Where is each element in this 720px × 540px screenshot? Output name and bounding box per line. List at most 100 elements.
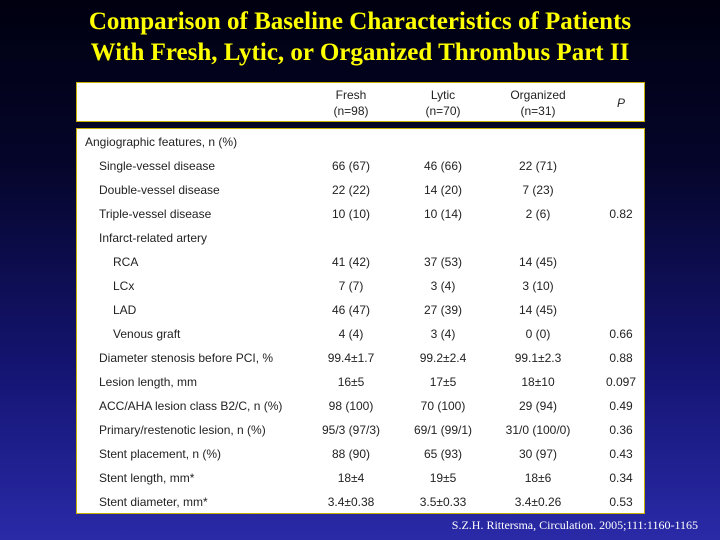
cell-p: 0.097: [605, 375, 637, 389]
column-header-lytic: Lytic (n=70): [407, 87, 479, 119]
cell-lytic: 65 (93): [423, 447, 463, 461]
cell-fresh: 41 (42): [331, 255, 371, 269]
cell-lytic: 3.5±0.33: [419, 495, 467, 509]
column-header-fresh: Fresh (n=98): [315, 87, 387, 119]
table-row: Angiographic features, n (%): [77, 130, 644, 154]
cell-p: 0.53: [609, 495, 633, 509]
cell-fresh: 95/3 (97/3): [321, 423, 381, 437]
title-line-2: With Fresh, Lytic, or Organized Thrombus…: [90, 39, 630, 66]
column-name: Lytic: [430, 88, 456, 102]
row-label: Stent diameter, mm*: [99, 495, 208, 509]
row-label: Single-vessel disease: [99, 159, 216, 173]
cell-fresh: 18±4: [337, 471, 365, 485]
cell-fresh: 88 (90): [331, 447, 371, 461]
column-name: Organized: [510, 88, 566, 102]
table-row: Venous graft 4 (4) 3 (4) 0 (0) 0.66: [77, 322, 644, 346]
row-label: Diameter stenosis before PCI, %: [99, 351, 274, 365]
column-header-organized: Organized (n=31): [497, 87, 579, 119]
row-label: Lesion length, mm: [99, 375, 198, 389]
cell-organized: 2 (6): [525, 207, 551, 221]
row-label: ACC/AHA lesion class B2/C, n (%): [99, 399, 283, 413]
cell-p: 0.82: [609, 207, 633, 221]
row-label: Angiographic features, n (%): [85, 135, 238, 149]
cell-lytic: 69/1 (99/1): [413, 423, 473, 437]
row-label: Infarct-related artery: [99, 231, 208, 245]
cell-fresh: 16±5: [337, 375, 365, 389]
cell-organized: 7 (23): [522, 183, 554, 197]
table-body: Angiographic features, n (%) Single-vess…: [76, 128, 645, 514]
cell-fresh: 7 (7): [338, 279, 364, 293]
row-label: RCA: [113, 255, 139, 269]
cell-lytic: 17±5: [429, 375, 457, 389]
row-label: Double-vessel disease: [99, 183, 220, 197]
cell-organized: 18±10: [521, 375, 555, 389]
cell-organized: 99.1±2.3: [514, 351, 562, 365]
column-count: (n=70): [425, 104, 461, 118]
cell-fresh: 22 (22): [331, 183, 371, 197]
column-header-p: P: [599, 95, 643, 111]
table-row: LAD 46 (47) 27 (39) 14 (45): [77, 298, 644, 322]
cell-fresh: 4 (4): [338, 327, 364, 341]
cell-lytic: 19±5: [429, 471, 457, 485]
cell-p: 0.66: [609, 327, 633, 341]
cell-lytic: 37 (53): [423, 255, 463, 269]
cell-organized: 14 (45): [518, 303, 558, 317]
table-header: Fresh (n=98) Lytic (n=70) Organized (n=3…: [76, 82, 645, 122]
cell-p: 0.43: [609, 447, 633, 461]
cell-p: 0.34: [609, 471, 633, 485]
table-row: Primary/restenotic lesion, n (%) 95/3 (9…: [77, 418, 644, 442]
cell-organized: 14 (45): [518, 255, 558, 269]
cell-organized: 18±6: [524, 471, 552, 485]
cell-p: 0.36: [609, 423, 633, 437]
slide-title: Comparison of Baseline Characteristics o…: [0, 6, 720, 68]
cell-organized: 31/0 (100/0): [505, 423, 571, 437]
row-label: Venous graft: [113, 327, 181, 341]
cell-lytic: 99.2±2.4: [419, 351, 467, 365]
table-row: Stent placement, n (%) 88 (90) 65 (93) 3…: [77, 442, 644, 466]
cell-organized: 30 (97): [518, 447, 558, 461]
table-row: Stent length, mm* 18±4 19±5 18±6 0.34: [77, 466, 644, 490]
cell-lytic: 70 (100): [420, 399, 466, 413]
cell-organized: 3 (10): [522, 279, 554, 293]
cell-fresh: 99.4±1.7: [327, 351, 375, 365]
table-row: RCA 41 (42) 37 (53) 14 (45): [77, 250, 644, 274]
cell-lytic: 3 (4): [430, 327, 456, 341]
row-label: Stent length, mm*: [99, 471, 195, 485]
column-name: P: [616, 96, 625, 110]
cell-organized: 3.4±0.26: [514, 495, 562, 509]
column-name: Fresh: [335, 88, 367, 102]
table-row: Double-vessel disease 22 (22) 14 (20) 7 …: [77, 178, 644, 202]
table-row: Infarct-related artery: [77, 226, 644, 250]
row-label: Stent placement, n (%): [99, 447, 222, 461]
column-count: (n=98): [333, 104, 369, 118]
cell-lytic: 10 (14): [423, 207, 463, 221]
column-count: (n=31): [520, 104, 556, 118]
cell-organized: 22 (71): [518, 159, 558, 173]
cell-fresh: 46 (47): [331, 303, 371, 317]
cell-lytic: 3 (4): [430, 279, 456, 293]
cell-fresh: 66 (67): [331, 159, 371, 173]
citation: S.Z.H. Rittersma, Circulation. 2005;111:…: [451, 518, 698, 532]
table-row: LCx 7 (7) 3 (4) 3 (10): [77, 274, 644, 298]
row-label: LAD: [113, 303, 137, 317]
table-row: Stent diameter, mm* 3.4±0.38 3.5±0.33 3.…: [77, 490, 644, 514]
table-row: Lesion length, mm 16±5 17±5 18±10 0.097: [77, 370, 644, 394]
cell-p: 0.88: [609, 351, 633, 365]
cell-lytic: 46 (66): [423, 159, 463, 173]
table-row: Triple-vessel disease 10 (10) 10 (14) 2 …: [77, 202, 644, 226]
cell-fresh: 98 (100): [328, 399, 374, 413]
row-label: Primary/restenotic lesion, n (%): [99, 423, 266, 437]
table-row: Single-vessel disease 66 (67) 46 (66) 22…: [77, 154, 644, 178]
row-label: Triple-vessel disease: [99, 207, 212, 221]
row-label: LCx: [113, 279, 135, 293]
title-line-1: Comparison of Baseline Characteristics o…: [88, 8, 632, 35]
cell-organized: 0 (0): [525, 327, 551, 341]
cell-lytic: 14 (20): [423, 183, 463, 197]
cell-p: 0.49: [609, 399, 633, 413]
table-row: Diameter stenosis before PCI, % 99.4±1.7…: [77, 346, 644, 370]
cell-fresh: 10 (10): [331, 207, 371, 221]
cell-organized: 29 (94): [518, 399, 558, 413]
table-row: ACC/AHA lesion class B2/C, n (%) 98 (100…: [77, 394, 644, 418]
cell-lytic: 27 (39): [423, 303, 463, 317]
cell-fresh: 3.4±0.38: [327, 495, 375, 509]
